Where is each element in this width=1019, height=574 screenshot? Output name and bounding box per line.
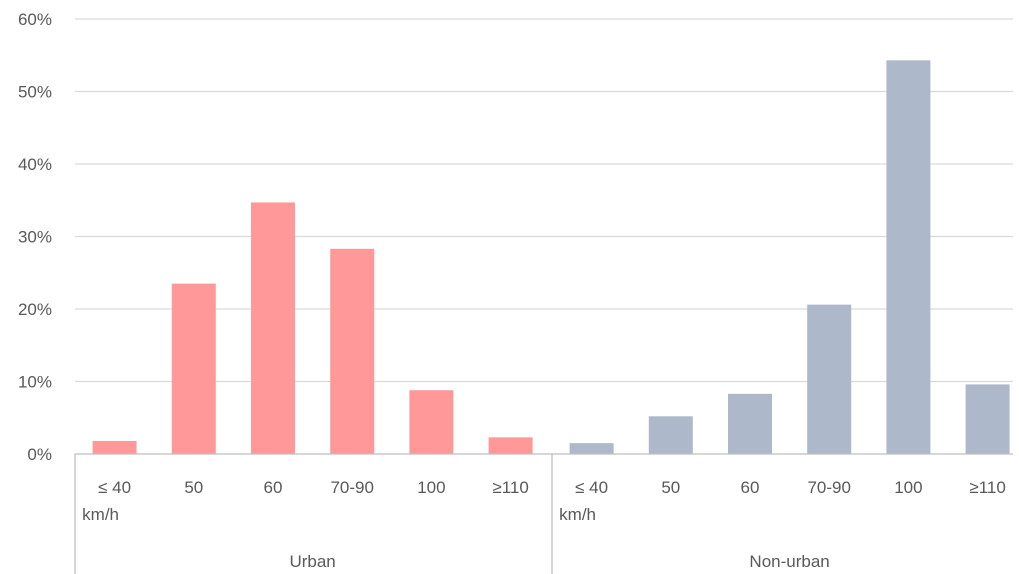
bar	[92, 440, 137, 454]
x-tick-label: 70-90	[807, 478, 850, 497]
x-tick-label: ≤ 40 km/h	[82, 478, 131, 524]
bar	[488, 437, 533, 454]
x-tick-label: 50	[661, 478, 680, 497]
x-tick-label: ≥110	[492, 478, 528, 497]
x-tick-label: ≤ 40 km/h	[559, 478, 608, 524]
bar	[330, 248, 375, 454]
bar	[965, 384, 1010, 454]
bar	[251, 202, 295, 454]
x-tick-label: ≥110	[969, 478, 1005, 497]
group-label: Non-urban	[749, 552, 829, 571]
x-tick-label: 70-90	[330, 478, 373, 497]
x-tick-label: 50	[184, 478, 203, 497]
y-tick-label: 40%	[18, 155, 52, 174]
bars	[92, 60, 1010, 454]
bar	[569, 443, 614, 454]
bar	[409, 390, 454, 454]
bar	[728, 393, 772, 454]
y-tick-label: 0%	[27, 445, 52, 464]
y-tick-label: 10%	[18, 373, 52, 392]
y-axis-ticks: 0% 10% 20% 30% 40% 50% 60%	[18, 10, 52, 464]
x-tick-label: 100	[417, 478, 445, 497]
group-label: Urban	[289, 552, 335, 571]
gridlines	[75, 18, 1013, 383]
bar	[171, 283, 216, 454]
bar	[886, 60, 931, 454]
x-tick-label: 60	[264, 478, 283, 497]
y-tick-label: 50%	[18, 83, 52, 102]
y-tick-label: 20%	[18, 300, 52, 319]
x-tick-label: 60	[741, 478, 760, 497]
x-tick-label: 100	[894, 478, 922, 497]
bar	[648, 416, 693, 454]
group-labels: Urban Non-urban	[289, 552, 829, 571]
axes	[74, 453, 1013, 574]
y-tick-label: 60%	[18, 10, 52, 29]
y-tick-label: 30%	[18, 228, 52, 247]
category-labels: ≤ 40 km/h 50 60 70-90 100 ≥110 ≤ 40 km/h 50 60 70-9…	[82, 478, 1006, 524]
bar	[807, 304, 852, 454]
